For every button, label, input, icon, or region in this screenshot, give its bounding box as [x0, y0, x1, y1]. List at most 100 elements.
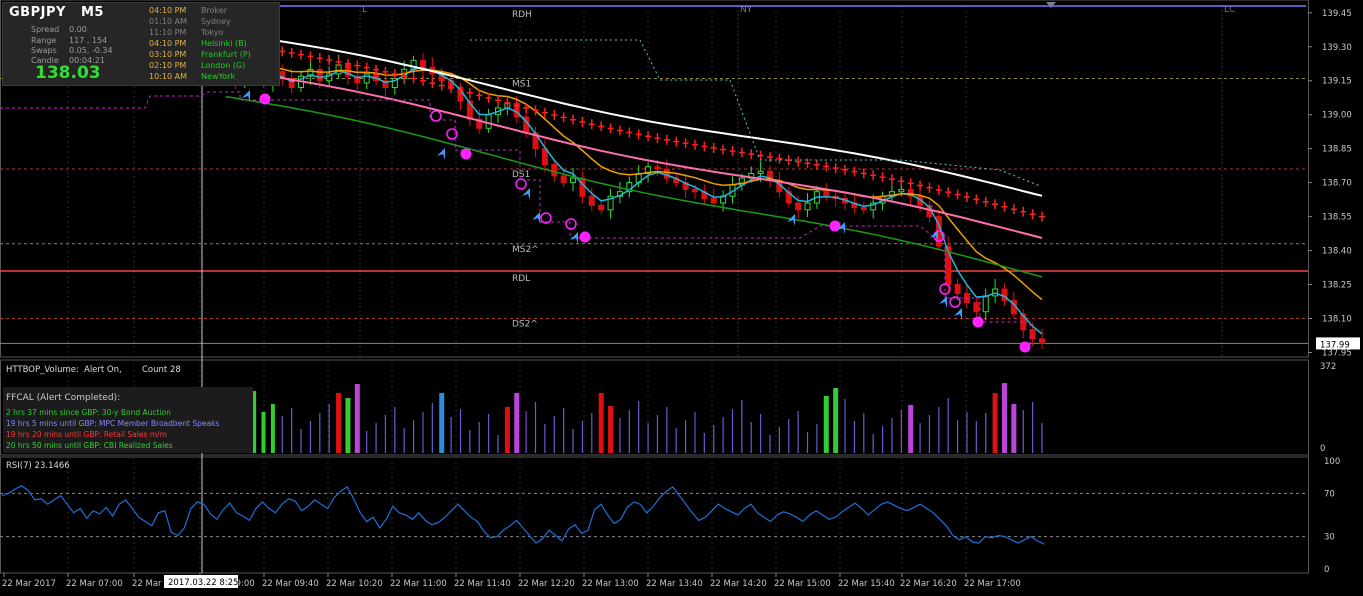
candle-body — [898, 188, 905, 193]
candle-body — [588, 195, 595, 206]
current-price-box — [1316, 337, 1360, 350]
volume-bar — [469, 430, 471, 453]
candle-body — [1029, 329, 1036, 340]
volume-bar — [833, 388, 839, 453]
info-value: 0.05, -0.34 — [69, 46, 113, 55]
ffcal-event: 20 hrs 50 mins until GBP: CBI Realized S… — [6, 441, 173, 450]
volume-bar — [966, 412, 968, 453]
fractal-dot — [579, 231, 591, 243]
volume-bar — [384, 415, 387, 453]
volume-bar — [544, 424, 546, 453]
volume-bar — [488, 414, 490, 453]
volume-bar — [345, 398, 351, 453]
fractal-dot — [460, 148, 472, 160]
x-tick-label: 22 Mar 15:00 — [774, 579, 831, 589]
x-tick-label: 22 Mar 10:20 — [326, 579, 383, 589]
volume-bar — [591, 413, 593, 453]
volume-bar — [703, 433, 705, 453]
timeframe-label: M5 — [80, 5, 104, 20]
y-tick-label: 138.25 — [1322, 281, 1352, 291]
volume-bar — [928, 415, 931, 453]
volume-bar — [431, 403, 433, 453]
candle-body — [570, 177, 577, 184]
pivot-level-label: DS1 — [512, 170, 530, 180]
volume-bar — [608, 406, 614, 453]
volume-bar — [872, 434, 874, 453]
volume-bar — [881, 426, 884, 453]
pivot-level-label: MS2^ — [512, 245, 539, 255]
volume-bar — [666, 407, 668, 453]
volume-bar — [1022, 410, 1024, 453]
volume-bar — [553, 416, 555, 453]
candle-body — [326, 73, 333, 82]
info-value: 117 , 154 — [69, 36, 108, 45]
arrow-signal-icon — [930, 230, 938, 242]
candle-body — [907, 188, 914, 197]
volume-bar — [938, 407, 940, 453]
y-tick-label: 138.55 — [1322, 213, 1352, 223]
volume-bar — [797, 411, 799, 453]
volume-bar — [788, 419, 790, 453]
volume-bar — [309, 421, 312, 453]
candle-body — [288, 77, 295, 89]
volume-bar — [816, 424, 818, 453]
candle-body — [382, 80, 389, 89]
ema-green-line — [225, 95, 1043, 278]
session-name: Broker — [201, 6, 228, 15]
fractal-stop-line — [0, 91, 1031, 346]
fractal-ring — [446, 128, 458, 140]
candle-body — [823, 191, 830, 197]
session-marker: NY — [740, 5, 753, 15]
current-price-label: 137.99 — [1320, 340, 1350, 350]
volume-bar — [504, 407, 510, 453]
volume-bar — [281, 416, 283, 453]
rsi-y-tick: 100 — [1324, 457, 1340, 467]
x-tick-label: 22 Mar 11:00 — [390, 579, 447, 589]
candle-body — [663, 168, 670, 179]
info-label: Swaps — [31, 46, 57, 55]
ffcal-title: FFCAL (Alert Completed): — [6, 393, 121, 403]
volume-bar — [741, 400, 743, 453]
x-tick-label: 22 Mar 16:20 — [900, 579, 957, 589]
candle-body — [654, 166, 661, 170]
volume-bar — [823, 396, 829, 453]
volume-bar — [1041, 423, 1043, 453]
volume-bar — [731, 409, 734, 453]
arrow-signal-icon — [939, 296, 947, 308]
ffcal-event: 19 hrs 5 mins until GBP: MPC Member Broa… — [6, 419, 220, 428]
volume-bar — [514, 393, 520, 453]
session-name: NewYork — [201, 72, 236, 81]
volume-bar — [328, 404, 330, 453]
candle-body — [804, 202, 811, 211]
candle-body — [954, 284, 961, 295]
volume-bar — [769, 435, 771, 453]
info-value: 00:04:21 — [69, 56, 105, 65]
shift-marker-icon — [1046, 2, 1056, 8]
info-label: Spread — [31, 25, 60, 34]
x-tick-label: 22 Mar 15:40 — [838, 579, 895, 589]
info-label: Candle — [31, 56, 59, 65]
rsi-y-tick: 30 — [1324, 533, 1335, 543]
candle-body — [476, 118, 483, 129]
volume-bar — [403, 428, 405, 453]
rsi-line — [1, 485, 1045, 545]
volume-bar — [572, 429, 574, 453]
rsi-y-tick: 70 — [1324, 489, 1335, 499]
y-tick-label: 139.00 — [1322, 111, 1352, 121]
arrow-signal-icon — [242, 90, 250, 102]
fractal-ring — [515, 178, 527, 190]
current-price: 138.03 — [35, 63, 101, 83]
volume-bar — [563, 408, 565, 453]
volume-bar — [1011, 404, 1017, 453]
candle-body — [363, 73, 370, 84]
candle-body — [795, 202, 802, 211]
candle-body — [419, 59, 426, 68]
volume-panel-frame — [0, 359, 1309, 456]
volume-bar — [291, 408, 293, 453]
volume-bar — [261, 412, 266, 453]
x-tick-label: 22 Mar 2017 — [2, 579, 56, 589]
volume-bar — [975, 421, 977, 453]
volume-bar — [1032, 402, 1034, 453]
volume-bar — [581, 421, 584, 453]
